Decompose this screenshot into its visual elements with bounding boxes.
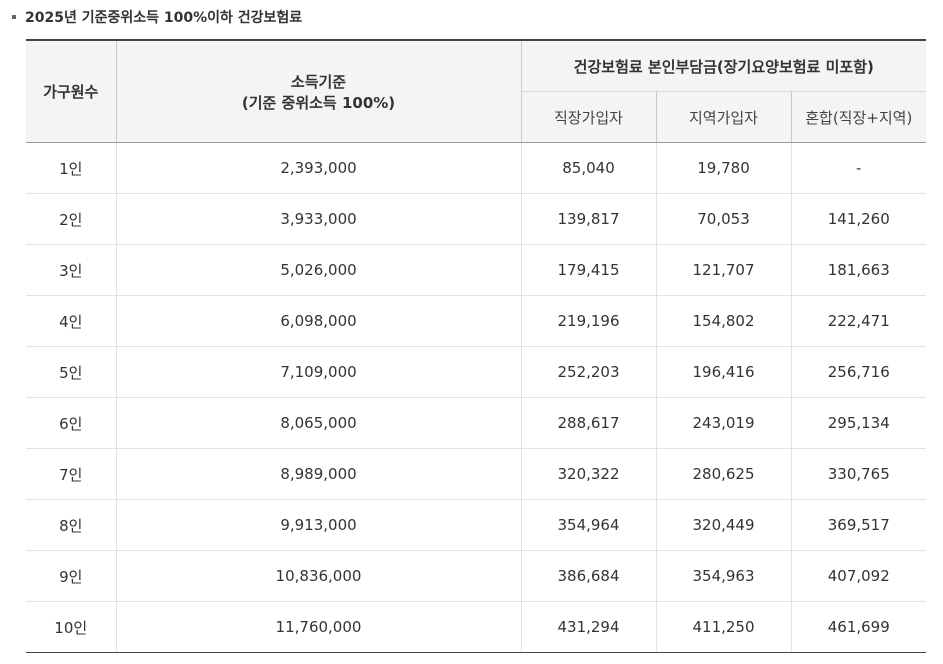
header-regional: 지역가입자 (656, 91, 792, 143)
table-row: 5인 7,109,000 252,203 196,416 256,716 (26, 346, 927, 398)
cell-household: 7인 (26, 448, 117, 500)
cell-employee: 288,617 (521, 397, 657, 449)
header-income: 소득기준 (기준 중위소득 100%) (116, 39, 522, 143)
cell-mixed: 369,517 (791, 499, 927, 551)
section-heading: 2025년 기준중위소득 100%이하 건강보험료 (12, 6, 302, 28)
cell-income: 9,913,000 (116, 499, 522, 551)
cell-income: 2,393,000 (116, 142, 522, 194)
header-household: 가구원수 (26, 39, 117, 143)
cell-income: 6,098,000 (116, 295, 522, 347)
table-row: 8인 9,913,000 354,964 320,449 369,517 (26, 499, 927, 551)
table-row: 10인 11,760,000 431,294 411,250 461,699 (26, 601, 927, 653)
bullet-icon (12, 15, 16, 19)
cell-regional: 280,625 (656, 448, 792, 500)
table-body: 1인 2,393,000 85,040 19,780-2인 3,933,000 139,8… (26, 142, 927, 653)
cell-employee: 85,040 (521, 142, 657, 194)
cell-mixed: - (791, 142, 927, 194)
cell-regional: 320,449 (656, 499, 792, 551)
cell-income: 10,836,000 (116, 550, 522, 602)
cell-household: 6인 (26, 397, 117, 449)
cell-household: 9인 (26, 550, 117, 602)
cell-regional: 196,416 (656, 346, 792, 398)
cell-mixed: 407,092 (791, 550, 927, 602)
cell-income: 11,760,000 (116, 601, 522, 653)
cell-mixed: 461,699 (791, 601, 927, 653)
cell-employee: 320,322 (521, 448, 657, 500)
cell-regional: 354,963 (656, 550, 792, 602)
table-row: 1인 2,393,000 85,040 19,780- (26, 142, 927, 194)
section-heading-text: 2025년 기준중위소득 100%이하 건강보험료 (25, 10, 303, 26)
cell-household: 10인 (26, 601, 117, 653)
table-row: 7인 8,989,000 320,322 280,625 330,765 (26, 448, 927, 500)
table-row: 6인 8,065,000 288,617 243,019 295,134 (26, 397, 927, 449)
cell-income: 3,933,000 (116, 193, 522, 245)
cell-employee: 139,817 (521, 193, 657, 245)
cell-regional: 121,707 (656, 244, 792, 296)
cell-household: 2인 (26, 193, 117, 245)
cell-employee: 386,684 (521, 550, 657, 602)
premium-table: 가구원수 소득기준 (기준 중위소득 100%) 건강보험료 본인부담금(장기요… (26, 39, 927, 653)
cell-employee: 252,203 (521, 346, 657, 398)
cell-employee: 219,196 (521, 295, 657, 347)
cell-household: 5인 (26, 346, 117, 398)
cell-household: 1인 (26, 142, 117, 194)
cell-employee: 179,415 (521, 244, 657, 296)
header-income-line1: 소득기준 (290, 72, 347, 91)
cell-regional: 19,780 (656, 142, 792, 194)
table-row: 3인 5,026,000 179,415 121,707 181,663 (26, 244, 927, 296)
cell-mixed: 141,260 (791, 193, 927, 245)
cell-income: 8,065,000 (116, 397, 522, 449)
cell-mixed: 330,765 (791, 448, 927, 500)
cell-mixed: 256,716 (791, 346, 927, 398)
cell-household: 8인 (26, 499, 117, 551)
header-mixed: 혼합(직장+지역) (791, 91, 927, 143)
cell-mixed: 181,663 (791, 244, 927, 296)
cell-regional: 154,802 (656, 295, 792, 347)
table-row: 9인 10,836,000 386,684 354,963 407,092 (26, 550, 927, 602)
cell-income: 7,109,000 (116, 346, 522, 398)
table-row: 2인 3,933,000 139,817 70,053 141,260 (26, 193, 927, 245)
table-row: 4인 6,098,000 219,196 154,802 222,471 (26, 295, 927, 347)
cell-income: 8,989,000 (116, 448, 522, 500)
cell-income: 5,026,000 (116, 244, 522, 296)
cell-household: 3인 (26, 244, 117, 296)
header-employee: 직장가입자 (521, 91, 657, 143)
cell-employee: 354,964 (521, 499, 657, 551)
cell-regional: 243,019 (656, 397, 792, 449)
cell-employee: 431,294 (521, 601, 657, 653)
cell-regional: 70,053 (656, 193, 792, 245)
cell-regional: 411,250 (656, 601, 792, 653)
cell-mixed: 222,471 (791, 295, 927, 347)
cell-household: 4인 (26, 295, 117, 347)
header-income-line2: (기준 중위소득 100%) (241, 93, 396, 112)
header-premium-group: 건강보험료 본인부담금(장기요양보험료 미포함) (521, 39, 927, 92)
cell-mixed: 295,134 (791, 397, 927, 449)
